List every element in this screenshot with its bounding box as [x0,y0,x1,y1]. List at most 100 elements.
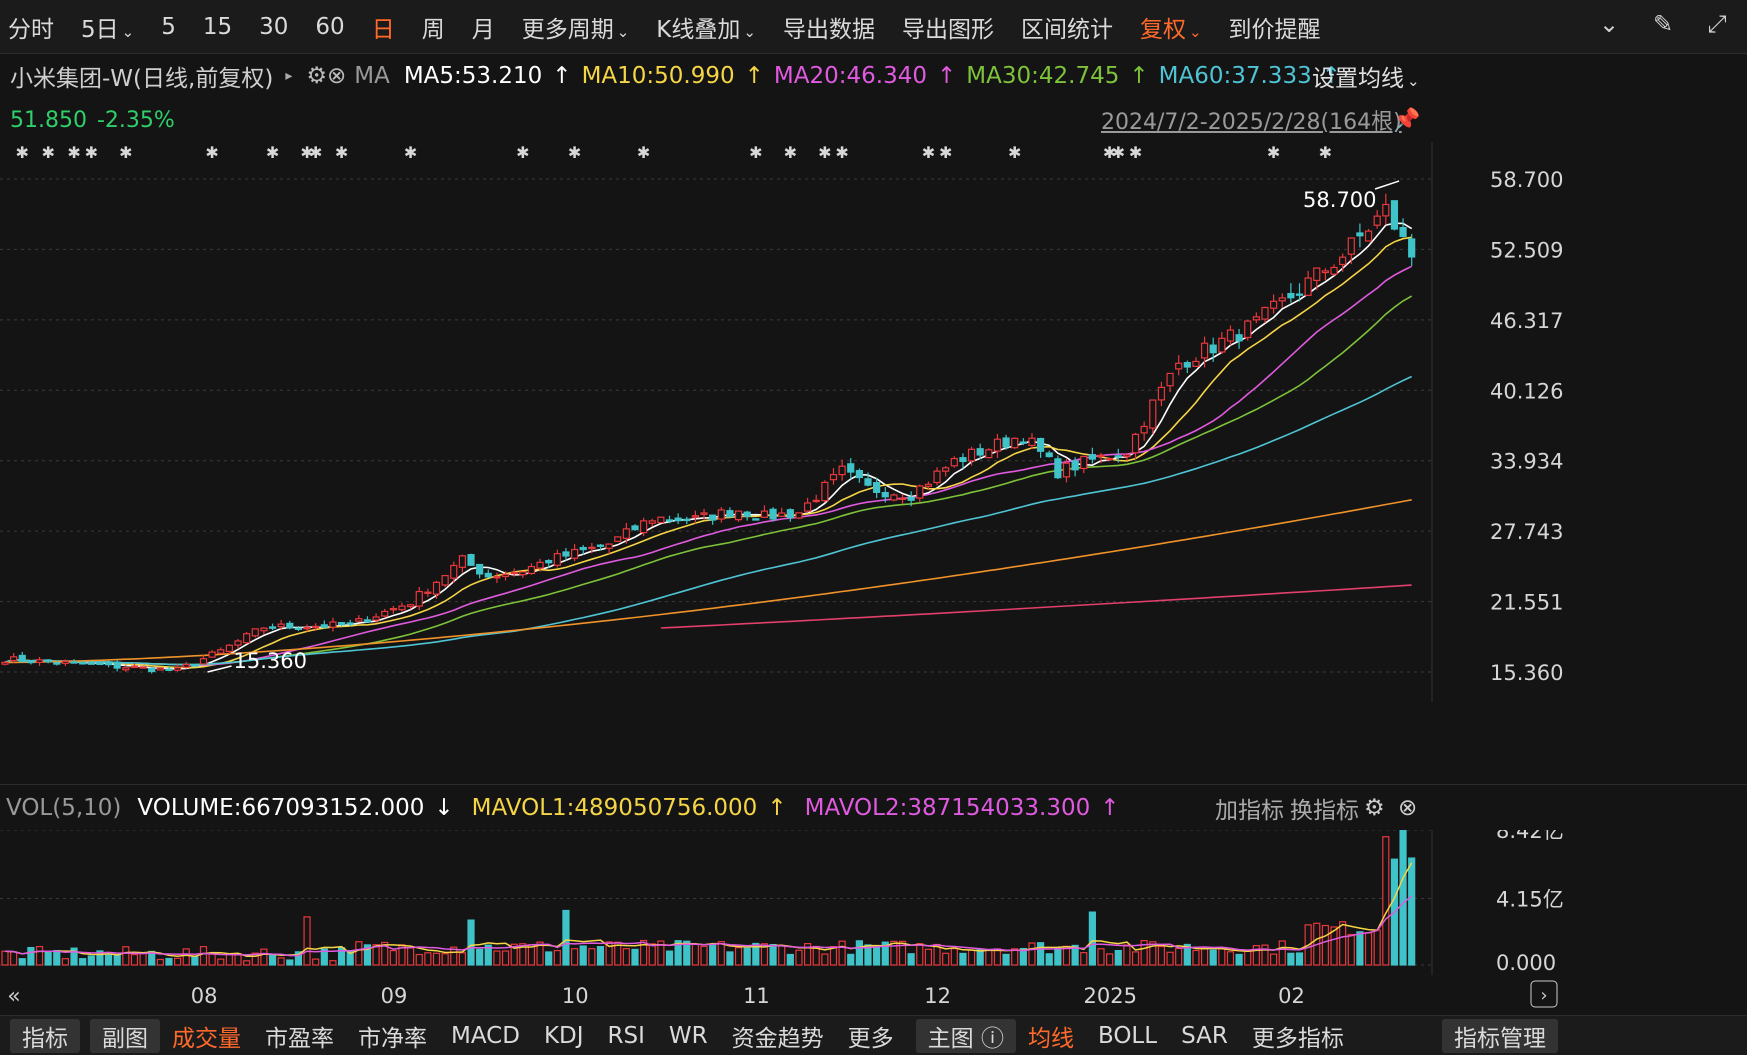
candle[interactable] [61,659,70,667]
volume-bar[interactable] [640,939,648,966]
candle[interactable] [130,663,139,669]
main-indicator-item[interactable]: 更多指标 [1251,1025,1344,1052]
volume-bar[interactable] [1166,951,1174,966]
candle[interactable] [640,517,648,537]
candle[interactable] [1192,357,1200,367]
candle[interactable] [96,661,104,666]
event-marker[interactable]: ✱ [516,143,529,162]
volume-bar[interactable] [1088,911,1096,966]
candle[interactable] [562,548,570,561]
candle[interactable] [579,545,587,555]
volume-bar[interactable] [87,955,95,966]
candle[interactable] [415,586,423,611]
volume-bar[interactable] [803,943,812,966]
candle[interactable] [27,660,35,665]
event-marker[interactable]: ✱ [568,143,581,162]
volume-bar[interactable] [605,941,613,966]
volume-bar[interactable] [519,943,527,966]
candle[interactable] [1140,421,1148,441]
candle[interactable] [277,619,285,631]
event-marker[interactable]: ✱ [922,143,935,162]
volume-bar[interactable] [570,948,579,966]
period-item[interactable]: 5日 ⌄ [81,10,134,44]
volume-bar[interactable] [191,955,199,966]
candlestick-chart[interactable]: 58.700 52.509 46.317 40.126 33.934 27.743 21.5… [0,142,1747,702]
volume-bar[interactable] [432,952,441,966]
period-item[interactable]: 日 [372,10,395,44]
candle[interactable] [1131,432,1140,460]
volume-bar[interactable] [407,947,415,966]
bottom-tab[interactable]: 副图 [90,1018,160,1053]
candle[interactable] [570,544,579,562]
candle[interactable] [803,497,812,513]
event-marker[interactable]: ✱ [749,143,762,162]
volume-bar[interactable] [847,953,855,966]
volume-bar[interactable] [553,949,561,966]
volume-bar[interactable] [286,959,294,966]
candle[interactable] [243,631,251,644]
volume-bar[interactable] [1123,944,1131,966]
volume-bar[interactable] [760,943,769,966]
volume-chart[interactable]: 8.42亿 4.15亿 0.000 [0,830,1747,975]
candle[interactable] [44,659,52,664]
event-marker[interactable]: ✱ [784,143,797,162]
volume-bar[interactable] [70,947,78,966]
candle[interactable] [1097,452,1105,464]
volume-bar[interactable] [79,958,87,966]
event-marker[interactable]: ✱ [818,143,831,162]
candle[interactable] [950,456,958,468]
candle[interactable] [113,659,121,672]
candle[interactable] [312,623,320,631]
candle[interactable] [70,659,78,664]
candle[interactable] [18,651,26,663]
candle[interactable] [1313,267,1321,290]
volume-bar[interactable] [199,946,208,966]
candle[interactable] [1175,355,1183,376]
candle[interactable] [10,653,18,663]
candle[interactable] [1071,457,1079,477]
candle[interactable] [752,518,760,521]
volume-bar[interactable] [1356,931,1364,966]
volume-bar[interactable] [1140,939,1148,966]
sub-indicator-item[interactable]: WR [668,1022,708,1049]
event-marker[interactable]: ✱ [939,143,952,162]
volume-bar[interactable] [1192,949,1200,966]
candle[interactable] [346,619,354,627]
event-marker[interactable]: ✱ [835,143,848,162]
volume-bar[interactable] [665,950,674,966]
volume-bar[interactable] [536,941,544,966]
candle[interactable] [967,446,976,466]
event-marker[interactable]: ✱ [67,143,80,162]
candle[interactable] [553,549,561,568]
period-item[interactable]: 周 [422,10,445,44]
period-item[interactable]: 复权 ⌄ [1140,10,1202,44]
volume-bar[interactable] [709,944,717,966]
volume-bar[interactable] [1408,857,1416,966]
close-icon[interactable]: ⊗ [326,63,347,89]
candle[interactable] [976,443,984,460]
candle[interactable] [1321,268,1329,281]
volume-bar[interactable] [1149,941,1157,966]
volume-bar[interactable] [596,946,605,966]
volume-bar[interactable] [1382,836,1390,966]
candle[interactable] [329,617,337,632]
candle[interactable] [743,510,751,521]
event-marker[interactable]: ✱ [1129,143,1142,162]
candle[interactable] [208,650,216,658]
candle[interactable] [760,505,769,518]
event-marker[interactable]: ✱ [266,143,279,162]
candle[interactable] [467,553,475,566]
period-item[interactable]: 月 [472,10,495,44]
volume-bar[interactable] [355,941,363,966]
volume-bar[interactable] [1054,947,1062,966]
sub-indicator-item[interactable]: 更多 [847,1025,894,1052]
volume-bar[interactable] [415,953,423,966]
candle[interactable] [337,622,346,627]
volume-bar[interactable] [320,948,328,966]
candle[interactable] [1330,264,1338,276]
add-indicator-button[interactable]: 加指标 [1215,798,1284,824]
candle[interactable] [1166,372,1174,393]
scroll-left-icon[interactable]: « [7,984,20,1009]
volume-bar[interactable] [778,945,786,966]
volume-bar[interactable] [312,958,320,966]
